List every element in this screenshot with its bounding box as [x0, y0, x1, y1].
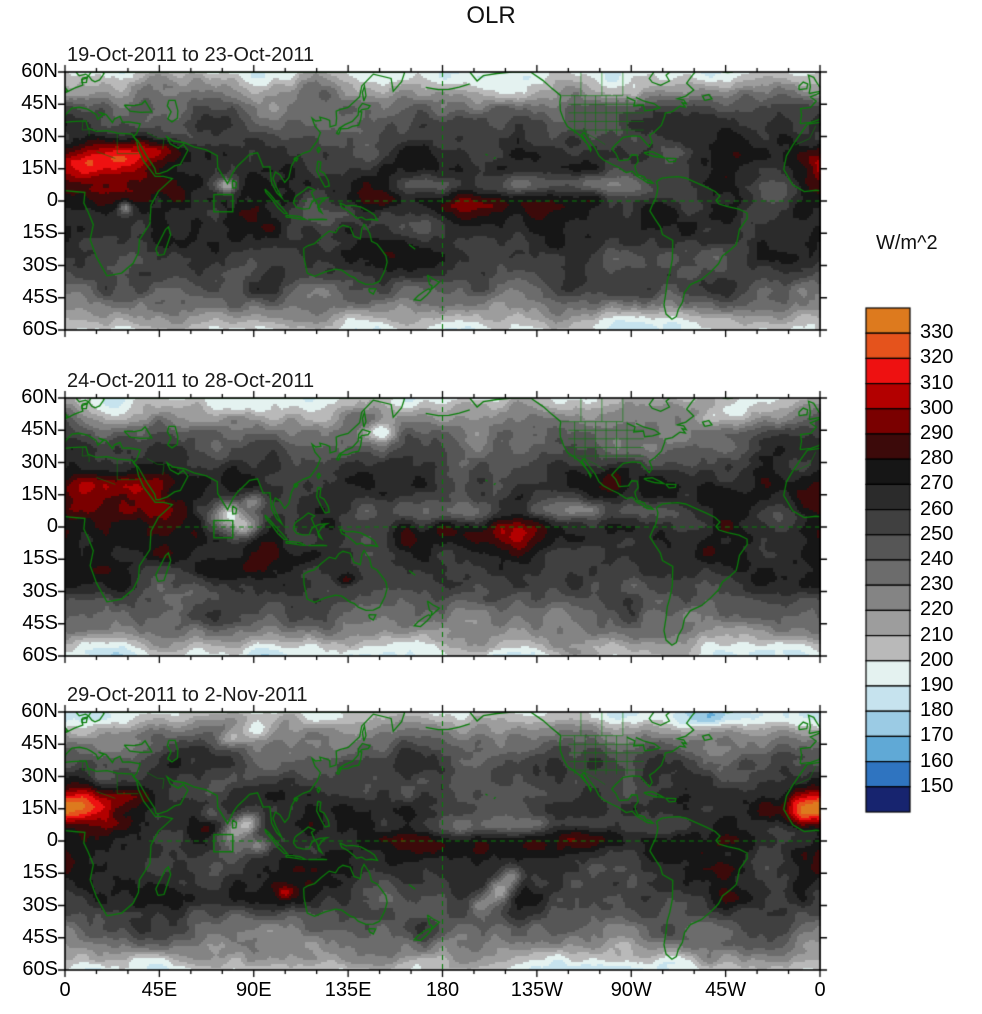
panel-1-title: 19-Oct-2011 to 23-Oct-2011: [67, 44, 315, 66]
lat-tick-label: 60S: [22, 958, 58, 980]
lon-tick-label: 0: [814, 979, 826, 1001]
map-panel-2: [57, 390, 828, 664]
lat-tick-label: 30S: [22, 579, 58, 602]
lat-tick-label: 45N: [21, 732, 58, 755]
colorbar-tick-label: 310: [920, 371, 954, 394]
map-panel-1: [57, 64, 828, 338]
lat-tick-label: 60N: [21, 700, 58, 722]
colorbar: [864, 304, 924, 824]
lat-tick-label: 15N: [21, 796, 58, 819]
colorbar-tick-label: 330: [920, 321, 954, 344]
lat-tick-label: 0: [46, 829, 58, 851]
colorbar-tick-label: 270: [920, 472, 954, 495]
lon-tick-label: 135E: [324, 979, 372, 1001]
lat-tick-label: 30S: [22, 893, 58, 916]
lon-tick-label: 45W: [705, 979, 747, 1001]
lon-tick-label: 0: [59, 979, 71, 1001]
colorbar-tick-label: 230: [920, 573, 954, 596]
lat-tick-label: 0: [46, 189, 58, 211]
colorbar-tick-label: 190: [920, 674, 954, 696]
colorbar-units-label: W/m^2: [876, 232, 938, 254]
colorbar-tick-label: 240: [920, 548, 954, 570]
map-panel-3: [57, 704, 828, 978]
lat-tick-label: 45N: [21, 418, 58, 441]
colorbar-tick-label: 150: [920, 774, 954, 797]
colorbar-tick-label: 200: [920, 648, 954, 671]
lat-tick-label: 15N: [21, 156, 58, 179]
lat-tick-label: 30N: [21, 124, 58, 147]
colorbar-tick-label: 210: [920, 623, 954, 646]
panel-2-title: 24-Oct-2011 to 28-Oct-2011: [67, 370, 315, 392]
colorbar-tick-label: 290: [920, 422, 954, 444]
colorbar-tick-label: 260: [920, 497, 954, 520]
lat-tick-label: 30N: [21, 764, 58, 787]
lon-tick-label: 180: [425, 979, 460, 1001]
lat-tick-label: 30N: [21, 450, 58, 473]
lat-tick-label: 60S: [22, 318, 58, 340]
lat-tick-label: 60N: [21, 60, 58, 82]
lat-tick-label: 45S: [22, 611, 58, 634]
lat-tick-label: 15S: [22, 547, 58, 570]
lat-tick-label: 45N: [21, 92, 58, 115]
lon-tick-label: 90W: [610, 979, 652, 1001]
lat-tick-label: 45S: [22, 285, 58, 308]
panel-3-title: 29-Oct-2011 to 2-Nov-2011: [67, 684, 308, 706]
lat-tick-label: 60S: [22, 644, 58, 666]
lon-tick-label: 90E: [235, 979, 272, 1001]
colorbar-tick-label: 180: [920, 699, 954, 722]
lat-tick-label: 30S: [22, 253, 58, 276]
lat-tick-label: 0: [46, 515, 58, 537]
colorbar-tick-label: 300: [920, 396, 954, 419]
colorbar-tick-label: 170: [920, 724, 954, 747]
lat-tick-label: 15S: [22, 861, 58, 884]
lat-tick-label: 15N: [21, 482, 58, 505]
figure-title: OLR: [466, 2, 516, 29]
lon-tick-label: 45E: [141, 979, 178, 1001]
colorbar-tick-label: 160: [920, 749, 954, 772]
lon-tick-label: 135W: [510, 979, 563, 1001]
lat-tick-label: 15S: [22, 221, 58, 244]
colorbar-tick-label: 280: [920, 447, 954, 470]
colorbar-tick-label: 250: [920, 522, 954, 545]
colorbar-tick-label: 320: [920, 346, 954, 369]
colorbar-tick-label: 220: [920, 598, 954, 621]
lat-tick-label: 60N: [21, 386, 58, 408]
lat-tick-label: 45S: [22, 925, 58, 948]
